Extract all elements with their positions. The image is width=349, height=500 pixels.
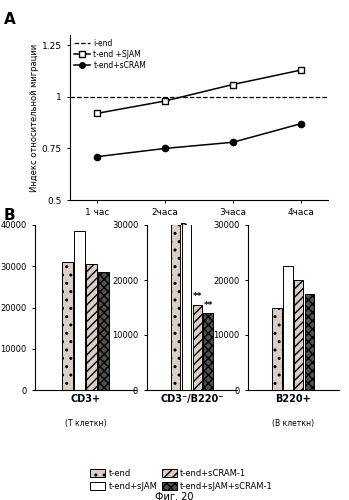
Bar [171, 208, 180, 390]
Bar [294, 280, 303, 390]
Bar [272, 308, 282, 390]
Bar [305, 294, 314, 390]
X-axis label: B220+: B220+ [275, 394, 311, 404]
Bar [86, 264, 97, 390]
Text: (В клеткн): (В клеткн) [272, 419, 314, 428]
Y-axis label: Индекс относительной миграции: Индекс относительной миграции [30, 44, 38, 192]
X-axis label: CD3⁻/B220⁻: CD3⁻/B220⁻ [160, 394, 224, 404]
Legend: t-end, t-end+sJAM, t-end+sCRAM-1, t-end+sJAM+sCRAM-1: t-end, t-end+sJAM, t-end+sCRAM-1, t-end+… [90, 468, 273, 491]
Text: (Т клеткн): (Т клеткн) [65, 419, 106, 428]
Bar [98, 272, 109, 390]
Text: **: ** [193, 292, 202, 302]
Bar [283, 266, 292, 390]
X-axis label: CD3+: CD3+ [70, 394, 101, 404]
X-axis label: Время: Время [180, 223, 218, 233]
Bar [193, 304, 202, 390]
Text: Фиг. 20: Фиг. 20 [155, 492, 194, 500]
Bar [74, 231, 85, 390]
Bar [62, 262, 73, 390]
Text: **: ** [203, 300, 213, 310]
Bar [203, 313, 213, 390]
Legend: i-end, t-end +SJAM, t-end+sCRAM: i-end, t-end +SJAM, t-end+sCRAM [74, 39, 146, 70]
Bar [182, 217, 191, 390]
Text: A: A [3, 12, 15, 28]
Text: B: B [3, 208, 15, 222]
